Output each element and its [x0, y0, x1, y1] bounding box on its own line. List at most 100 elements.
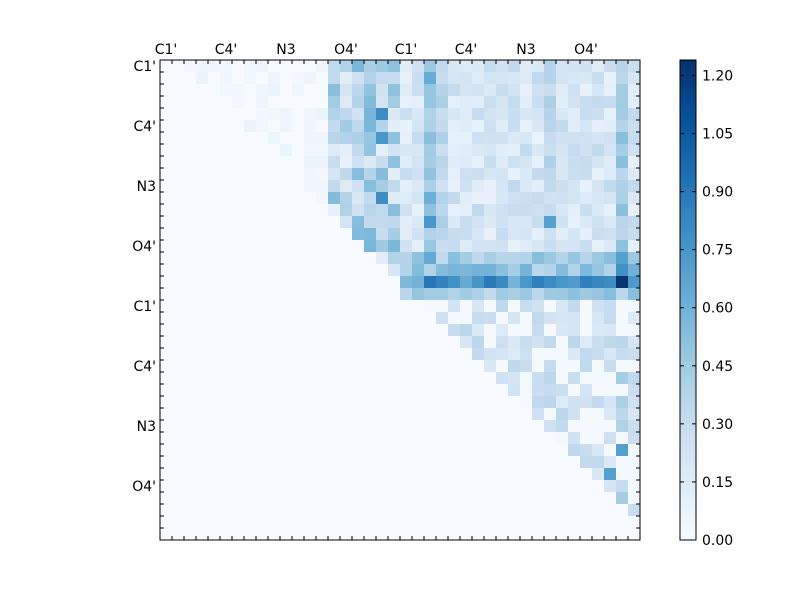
- heatmap-cell: [460, 300, 473, 313]
- heatmap-cell: [268, 108, 281, 121]
- heatmap-cell: [172, 528, 185, 541]
- heatmap-cell: [400, 156, 413, 169]
- heatmap-cell: [340, 348, 353, 361]
- heatmap-cell: [568, 396, 581, 409]
- heatmap-cell: [376, 396, 389, 409]
- heatmap-cell: [532, 420, 545, 433]
- heatmap-cell: [604, 492, 617, 505]
- heatmap-cell: [268, 348, 281, 361]
- heatmap-cell: [556, 324, 569, 337]
- heatmap-cell: [388, 168, 401, 181]
- heatmap-cell: [520, 504, 533, 517]
- heatmap-cell: [436, 264, 449, 277]
- heatmap-cell: [604, 516, 617, 529]
- heatmap-cell: [604, 96, 617, 109]
- heatmap-cell: [412, 504, 425, 517]
- heatmap-cell: [328, 516, 341, 529]
- x-tick-label: C1': [155, 42, 178, 58]
- x-tick-label: C4': [455, 42, 478, 58]
- heatmap-cell: [532, 216, 545, 229]
- heatmap-cell: [376, 108, 389, 121]
- heatmap-cell: [448, 228, 461, 241]
- heatmap-cell: [352, 444, 365, 457]
- heatmap-cell: [256, 216, 269, 229]
- heatmap-cell: [568, 516, 581, 529]
- heatmap-cell: [556, 168, 569, 181]
- heatmap-cell: [172, 168, 185, 181]
- heatmap-cell: [172, 456, 185, 469]
- heatmap-cell: [616, 84, 629, 97]
- heatmap-cell: [460, 84, 473, 97]
- heatmap-cell: [232, 444, 245, 457]
- heatmap-cell: [532, 60, 545, 73]
- heatmap-cell: [556, 312, 569, 325]
- heatmap-cell: [280, 480, 293, 493]
- heatmap-cell: [196, 324, 209, 337]
- heatmap-cell: [220, 396, 233, 409]
- heatmap-cell: [496, 396, 509, 409]
- heatmap-cell: [628, 372, 641, 385]
- heatmap-cell: [580, 252, 593, 265]
- heatmap-cell: [196, 180, 209, 193]
- heatmap-cell: [232, 156, 245, 169]
- heatmap-cell: [208, 204, 221, 217]
- heatmap-cell: [208, 276, 221, 289]
- heatmap-cell: [436, 96, 449, 109]
- heatmap-cell: [460, 408, 473, 421]
- heatmap-cell: [460, 420, 473, 433]
- heatmap-cell: [448, 108, 461, 121]
- heatmap-cell: [184, 180, 197, 193]
- heatmap-cell: [616, 192, 629, 205]
- heatmap-cell: [184, 84, 197, 97]
- heatmap-cell: [328, 60, 341, 73]
- heatmap-cell: [460, 432, 473, 445]
- heatmap-cell: [376, 120, 389, 133]
- heatmap-cell: [340, 144, 353, 157]
- heatmap-cell: [628, 528, 641, 541]
- heatmap-cell: [496, 516, 509, 529]
- heatmap-cell: [508, 468, 521, 481]
- heatmap-cell: [448, 360, 461, 373]
- heatmap-cell: [568, 468, 581, 481]
- heatmap-cell: [376, 264, 389, 277]
- heatmap-cell: [292, 72, 305, 85]
- heatmap-cell: [532, 384, 545, 397]
- heatmap-cell: [568, 300, 581, 313]
- heatmap-cell: [340, 108, 353, 121]
- heatmap-cell: [592, 408, 605, 421]
- heatmap-cell: [268, 408, 281, 421]
- heatmap-cell: [184, 228, 197, 241]
- heatmap-cell: [352, 264, 365, 277]
- heatmap-cell: [556, 492, 569, 505]
- heatmap-cell: [424, 420, 437, 433]
- heatmap-cell: [448, 396, 461, 409]
- heatmap-cell: [448, 192, 461, 205]
- heatmap-cell: [220, 168, 233, 181]
- heatmap-cell: [196, 396, 209, 409]
- heatmap-cell: [484, 468, 497, 481]
- heatmap-cell: [472, 408, 485, 421]
- colorbar-tick-label: 0.45: [702, 359, 733, 375]
- heatmap-cell: [520, 492, 533, 505]
- heatmap-cell: [304, 168, 317, 181]
- heatmap-cell: [268, 456, 281, 469]
- heatmap-cell: [580, 432, 593, 445]
- heatmap-cell: [184, 480, 197, 493]
- heatmap-cell: [256, 372, 269, 385]
- heatmap-cell: [160, 84, 173, 97]
- heatmap-cell: [328, 132, 341, 145]
- heatmap-cell: [592, 264, 605, 277]
- heatmap-cell: [496, 120, 509, 133]
- heatmap-cell: [328, 156, 341, 169]
- heatmap-cell: [364, 300, 377, 313]
- heatmap-cell: [424, 192, 437, 205]
- heatmap-cell: [580, 444, 593, 457]
- heatmap-cell: [448, 324, 461, 337]
- heatmap-cell: [352, 456, 365, 469]
- heatmap-cell: [484, 504, 497, 517]
- heatmap-cell: [328, 504, 341, 517]
- heatmap-cell: [520, 516, 533, 529]
- heatmap-cell: [508, 120, 521, 133]
- heatmap-cell: [256, 84, 269, 97]
